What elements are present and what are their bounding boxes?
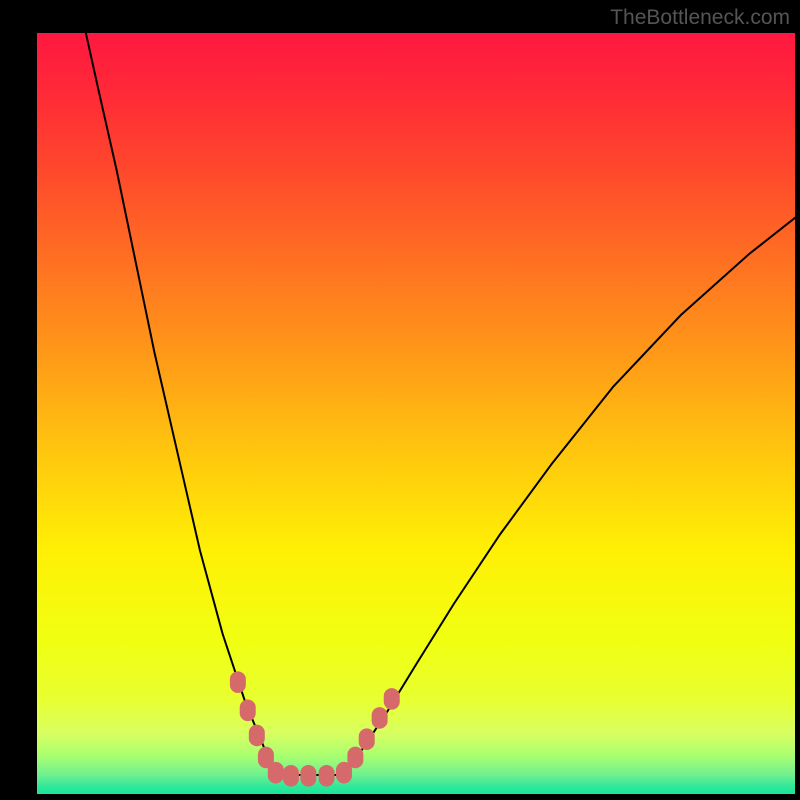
curve-marker <box>347 747 363 769</box>
chart-plot <box>37 33 795 794</box>
curve-marker <box>384 688 400 710</box>
curve-marker <box>268 762 284 784</box>
curve-marker <box>319 765 335 787</box>
watermark-text: TheBottleneck.com <box>610 6 790 30</box>
curve-marker <box>359 728 375 750</box>
gradient-background <box>37 33 795 794</box>
curve-marker <box>230 671 246 693</box>
curve-marker <box>283 765 299 787</box>
curve-marker <box>249 725 265 747</box>
curve-marker <box>372 707 388 729</box>
curve-marker <box>300 765 316 787</box>
curve-marker <box>240 699 256 721</box>
